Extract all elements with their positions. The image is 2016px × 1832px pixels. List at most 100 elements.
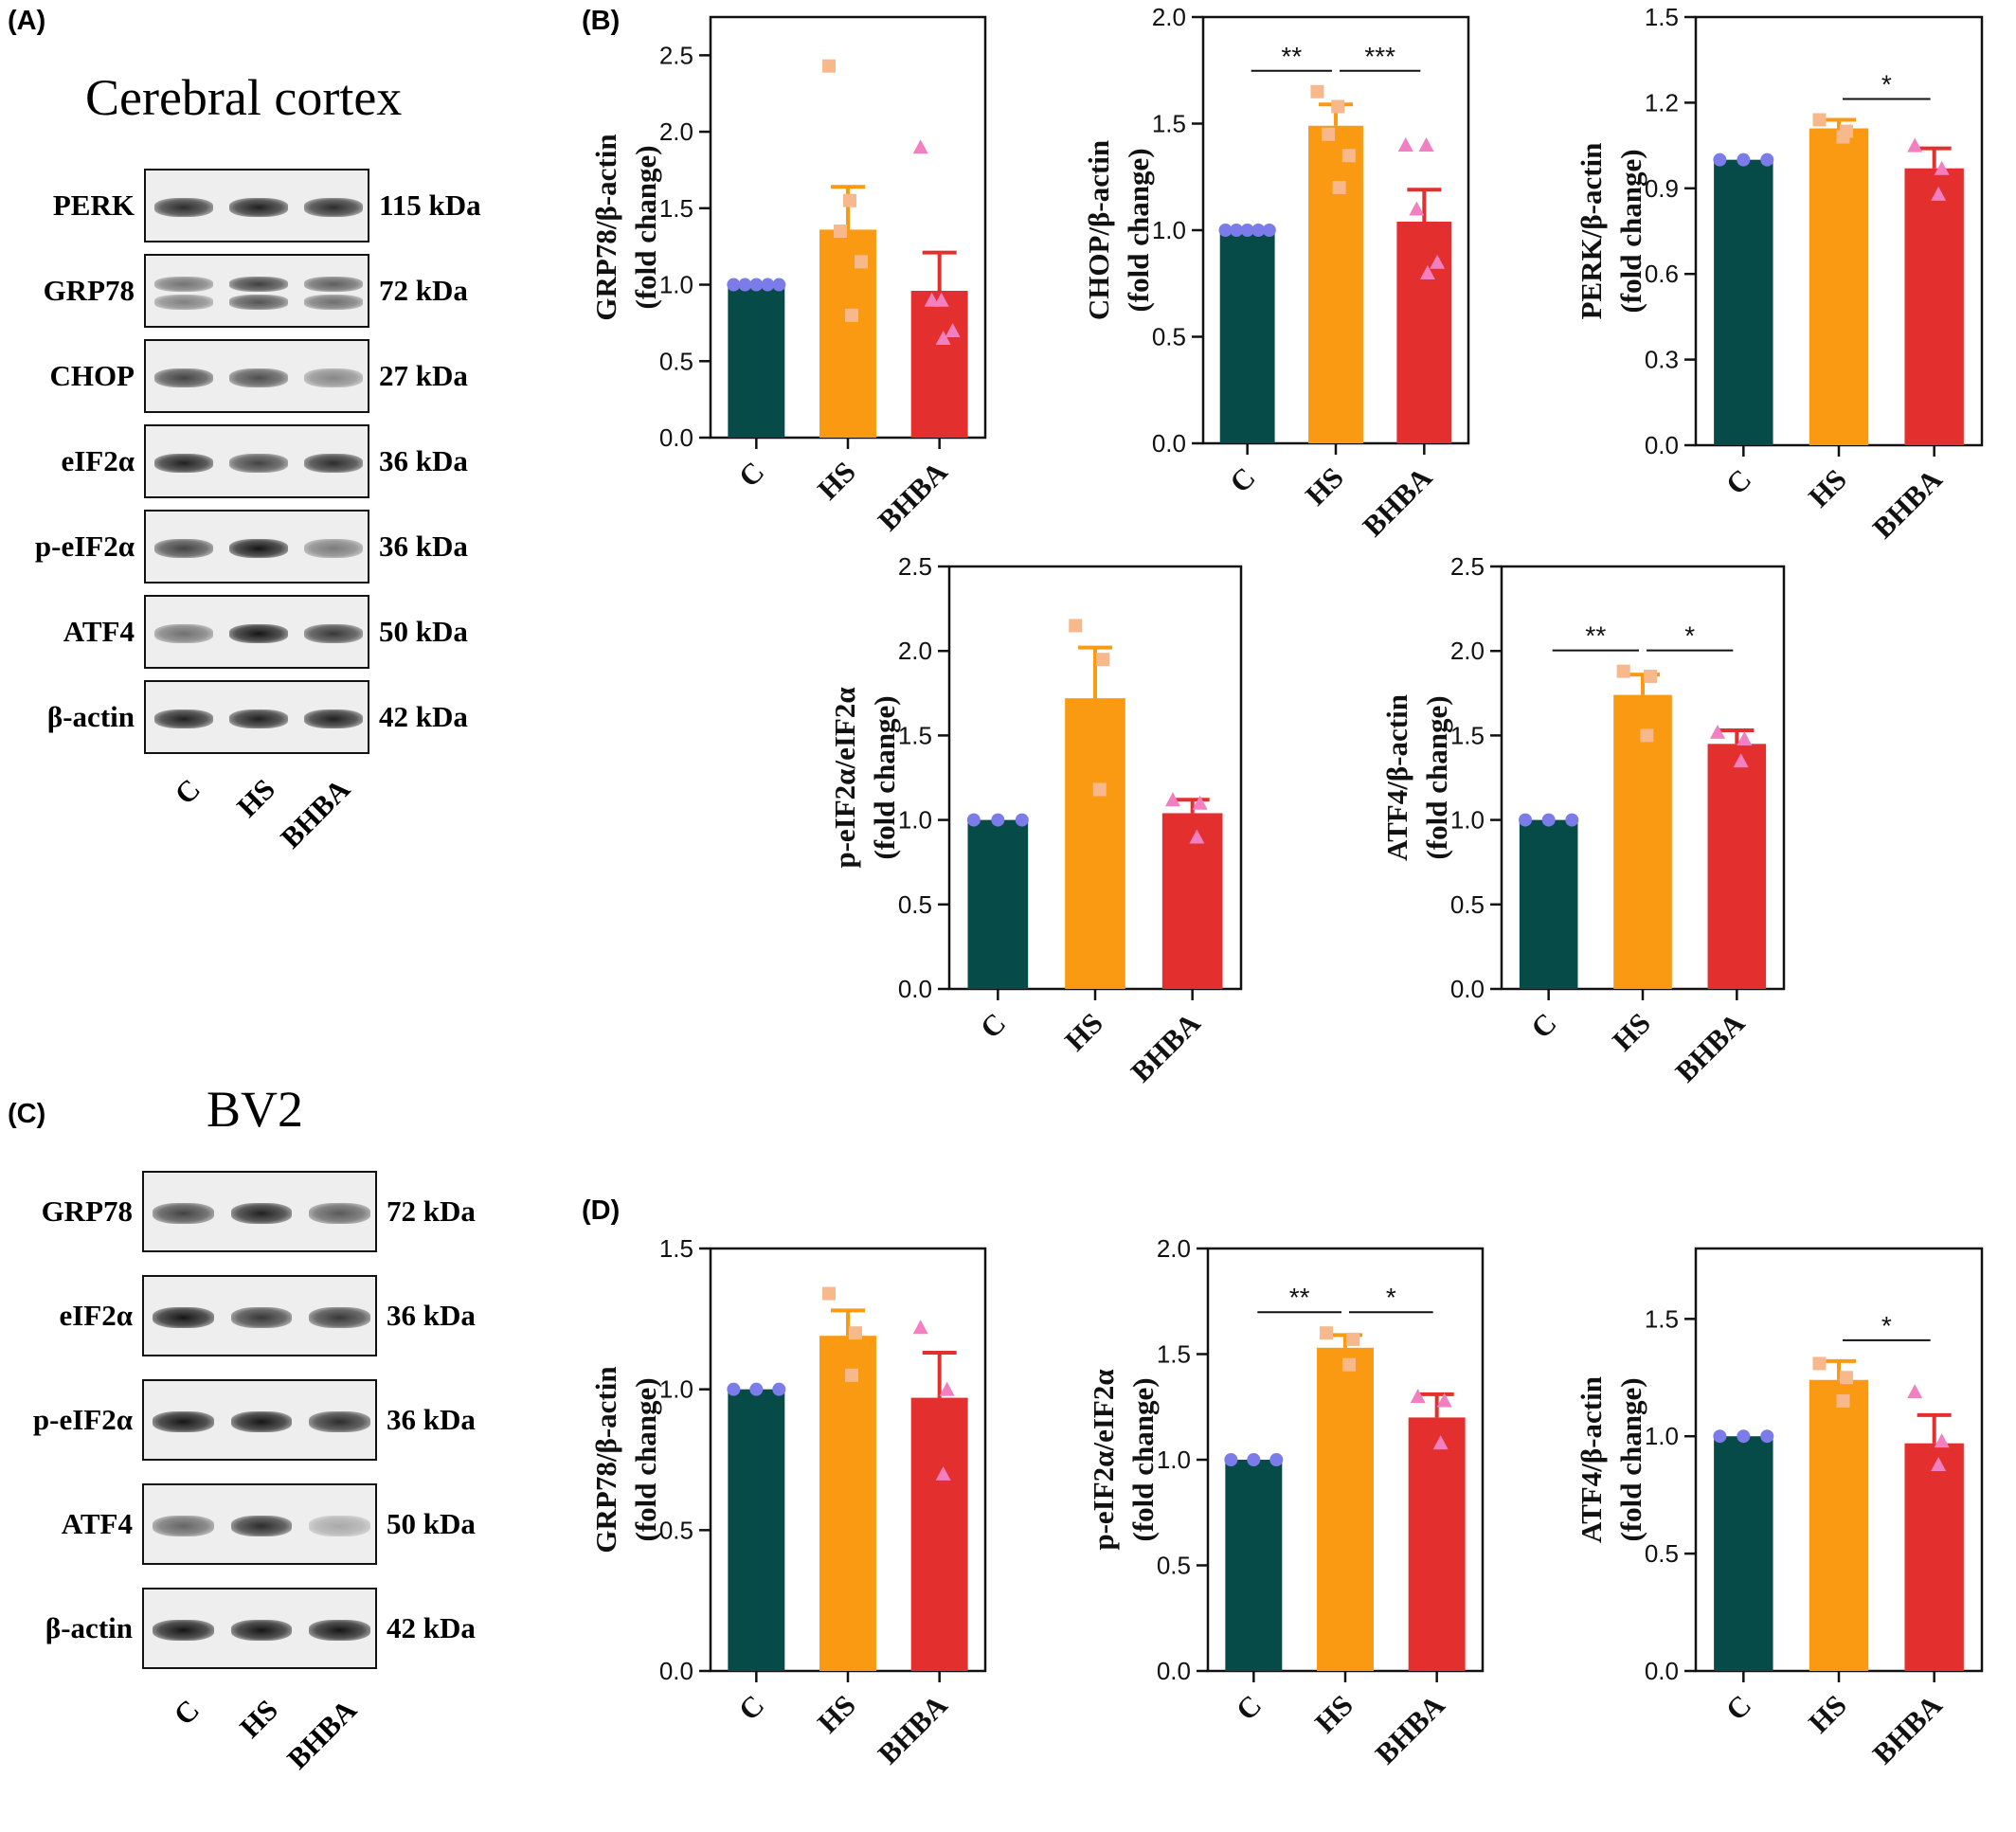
blot-molecular-weight: 50 kDa xyxy=(387,1507,476,1540)
panel-label-a: (A) xyxy=(8,6,46,36)
x-tick-label: C xyxy=(732,455,771,494)
x-tick-label: BHBA xyxy=(872,1688,954,1770)
plot-area: 0.0 0.5 1.0 1.5 2.0 2.5 p-eIF2α/eIF2α (fold cha… xyxy=(828,552,1243,1088)
significance-label: * xyxy=(1881,69,1892,99)
data-point xyxy=(1320,1326,1334,1340)
x-tick-label: C xyxy=(1223,460,1262,499)
data-point xyxy=(1934,1433,1950,1448)
y-tick-label: 0.3 xyxy=(1645,346,1679,374)
bar-bhba xyxy=(1396,222,1452,443)
data-point xyxy=(1410,1389,1426,1404)
x-tick-label: HS xyxy=(1606,1006,1657,1057)
blot-band xyxy=(304,368,364,388)
y-tick-label: 1.5 xyxy=(1645,1304,1679,1333)
blot-band xyxy=(229,538,288,559)
data-point xyxy=(772,278,786,292)
data-point xyxy=(1432,1435,1449,1450)
x-tick-label: BHBA xyxy=(1668,1006,1751,1088)
bar-c xyxy=(728,1389,785,1671)
blot-band xyxy=(153,276,213,293)
panel-label-c: (C) xyxy=(8,1099,46,1129)
blot-row-label: p-eIF2α xyxy=(34,530,135,563)
data-point xyxy=(1341,1357,1356,1372)
blot-row-label: β-actin xyxy=(45,1611,133,1644)
data-point xyxy=(727,1382,741,1396)
data-point xyxy=(935,1465,951,1481)
data-point xyxy=(1430,254,1446,269)
bar-c xyxy=(1714,1436,1773,1671)
blot-band xyxy=(230,1619,293,1642)
blot-molecular-weight: 72 kDa xyxy=(387,1194,476,1228)
x-tick-label: HS xyxy=(1802,1688,1853,1739)
blot-row-label: GRP78 xyxy=(41,1194,133,1228)
blot-band xyxy=(153,1202,214,1225)
y-axis-label: GRP78/β-actin xyxy=(589,1366,622,1553)
x-tick-label: HS xyxy=(811,1688,862,1739)
y-tick-label: 2.0 xyxy=(1152,3,1186,31)
x-tick-label: C xyxy=(1719,462,1758,501)
data-point xyxy=(1310,84,1324,99)
bar-chart-d1: 0.0 0.5 1.0 1.5 GRP78/β-actin (fold change) C H… xyxy=(589,1234,987,1770)
data-point xyxy=(1419,265,1435,279)
data-point xyxy=(844,308,858,322)
blot-band-strip xyxy=(142,1275,377,1356)
blot-band xyxy=(229,295,288,310)
data-point xyxy=(1230,224,1244,237)
blot-molecular-weight: 42 kDa xyxy=(387,1611,476,1644)
y-tick-label: 1.0 xyxy=(898,806,932,835)
data-point xyxy=(1015,813,1029,827)
data-point xyxy=(1713,1429,1727,1444)
data-point xyxy=(1710,724,1726,739)
bar-hs xyxy=(1308,125,1363,443)
bar-bhba xyxy=(1707,744,1767,989)
blot-band xyxy=(309,1202,370,1225)
data-point xyxy=(849,1326,862,1340)
data-point xyxy=(1812,1356,1827,1371)
data-point xyxy=(1224,1453,1238,1466)
data-point xyxy=(1332,181,1346,194)
blot-band xyxy=(153,623,213,644)
blot-band xyxy=(309,1410,370,1433)
blot-row-label: β-actin xyxy=(46,700,135,733)
blot-band xyxy=(304,709,364,729)
data-point xyxy=(1931,186,1947,201)
blot-band xyxy=(304,623,364,644)
blot-band-strip xyxy=(144,254,369,328)
blot-band xyxy=(153,453,213,474)
data-point xyxy=(1737,730,1753,745)
data-point xyxy=(822,1286,837,1301)
y-axis-label: (fold change) xyxy=(1614,1377,1647,1541)
bar-chart-b5: 0.0 0.5 1.0 1.5 2.0 2.5 ATF4/β-actin (fold chan… xyxy=(1380,552,1786,1088)
significance-label: ** xyxy=(1289,1283,1310,1312)
data-point xyxy=(1322,127,1335,141)
blot-molecular-weight: 115 kDa xyxy=(379,189,481,222)
blot-band xyxy=(153,368,213,388)
significance-label: * xyxy=(1881,1311,1892,1340)
bar-bhba xyxy=(910,291,968,438)
blot-row-label: GRP78 xyxy=(43,274,135,307)
blot-molecular-weight: 36 kDa xyxy=(387,1299,476,1332)
data-point xyxy=(939,1381,955,1396)
blot-band xyxy=(229,709,288,729)
x-tick-label: BHBA xyxy=(1866,1688,1949,1770)
data-point xyxy=(1251,224,1266,237)
y-tick-label: 0.9 xyxy=(1645,174,1679,203)
y-tick-label: 0.0 xyxy=(1157,1657,1191,1685)
bar-c xyxy=(728,284,785,438)
y-tick-label: 1.5 xyxy=(659,194,693,223)
data-point xyxy=(749,1382,764,1396)
y-axis-label: p-eIF2α/eIF2α xyxy=(828,687,861,868)
y-tick-label: 0.5 xyxy=(1152,323,1186,351)
blot-band xyxy=(153,538,213,559)
data-point xyxy=(912,139,928,154)
data-point xyxy=(933,292,949,307)
data-point xyxy=(1164,792,1180,807)
x-tick-label: C xyxy=(1719,1688,1758,1727)
blot-molecular-weight: 36 kDa xyxy=(379,444,468,477)
y-tick-label: 0.0 xyxy=(1450,975,1485,1003)
x-tick-label: HS xyxy=(1058,1006,1109,1057)
blot-row-label: ATF4 xyxy=(61,1507,133,1540)
blot-band xyxy=(153,295,213,310)
blot-band xyxy=(229,276,288,293)
plot-area: 0.0 0.5 1.0 1.5 GRP78/β-actin (fold change) C H… xyxy=(589,1234,987,1770)
